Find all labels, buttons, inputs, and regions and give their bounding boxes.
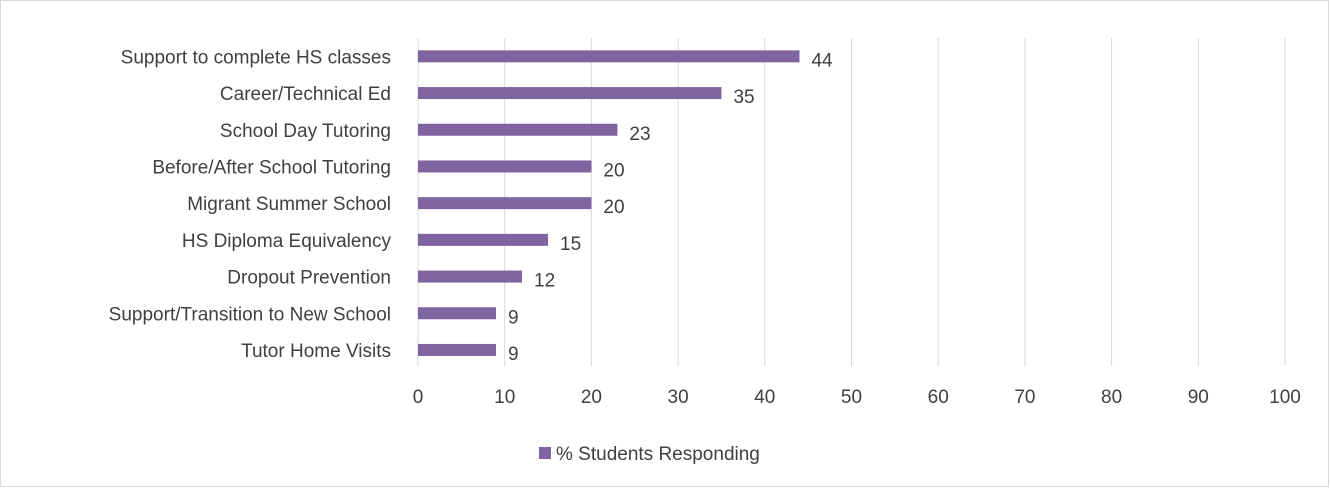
bar xyxy=(418,123,618,136)
data-label: 20 xyxy=(603,197,624,218)
bars xyxy=(418,50,800,356)
legend-swatch xyxy=(539,447,551,459)
data-label: 23 xyxy=(629,124,650,145)
data-label: 20 xyxy=(603,160,624,181)
category-label: HS Diploma Equivalency xyxy=(182,231,392,252)
data-label: 35 xyxy=(733,87,754,108)
x-tick-label: 0 xyxy=(413,387,424,408)
bar xyxy=(418,160,592,173)
category-label: Career/Technical Ed xyxy=(220,84,391,105)
category-label: Dropout Prevention xyxy=(227,268,391,289)
bar xyxy=(418,307,497,320)
category-label: Before/After School Tutoring xyxy=(152,157,391,178)
data-label: 44 xyxy=(811,50,833,71)
bar xyxy=(418,50,800,63)
category-label: Support/Transition to New School xyxy=(109,304,391,325)
data-label: 15 xyxy=(560,234,581,255)
legend: % Students Responding xyxy=(539,444,760,465)
data-label: 9 xyxy=(508,344,519,365)
bar xyxy=(418,197,592,210)
x-tick-label: 40 xyxy=(754,387,775,408)
category-label: Migrant Summer School xyxy=(187,194,391,215)
x-tick-label: 50 xyxy=(841,387,862,408)
category-label: Support to complete HS classes xyxy=(121,47,391,68)
x-tick-label: 30 xyxy=(668,387,689,408)
bar xyxy=(418,270,523,283)
x-tick-label: 70 xyxy=(1014,387,1035,408)
legend-label: % Students Responding xyxy=(556,444,760,465)
data-label: 9 xyxy=(508,307,519,328)
bar xyxy=(418,343,497,356)
data-label: 12 xyxy=(534,271,555,292)
category-label: School Day Tutoring xyxy=(220,121,391,142)
x-tick-label: 80 xyxy=(1101,387,1122,408)
category-label: Tutor Home Visits xyxy=(241,341,391,362)
x-axis-ticks: 0 10 20 30 40 50 60 70 80 90 100 xyxy=(413,387,1301,408)
category-labels: Support to complete HS classes Career/Tec… xyxy=(109,47,392,362)
x-tick-label: 100 xyxy=(1269,387,1301,408)
x-tick-label: 90 xyxy=(1188,387,1209,408)
x-tick-label: 60 xyxy=(928,387,949,408)
bar xyxy=(418,233,549,246)
x-tick-label: 20 xyxy=(581,387,602,408)
x-tick-label: 10 xyxy=(494,387,515,408)
bar xyxy=(418,87,722,100)
